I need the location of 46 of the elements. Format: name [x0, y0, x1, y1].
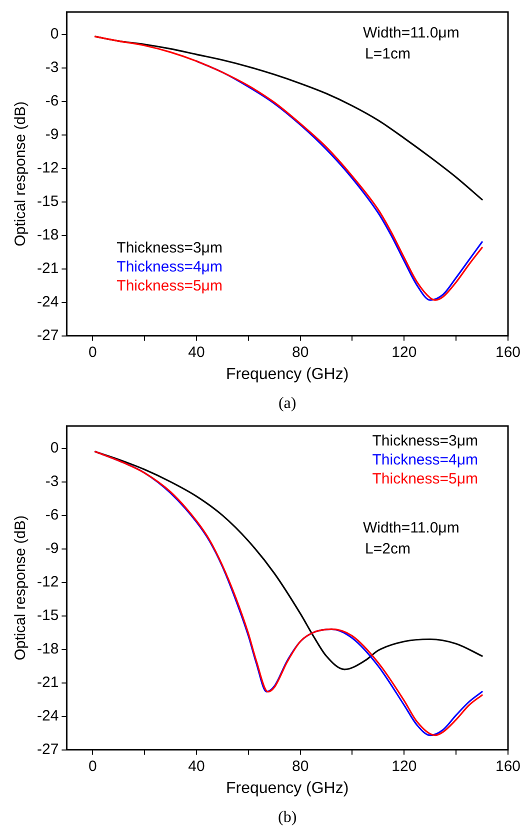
text: Thickness=3μm — [116, 239, 222, 256]
y-tick-label: -12 — [36, 573, 59, 590]
text: (a) — [278, 395, 296, 412]
y-tick-label: -15 — [36, 606, 59, 624]
y-tick-label: -3 — [45, 58, 59, 76]
y-tick-label: -24 — [36, 707, 59, 724]
y-tick-label: -27 — [36, 740, 59, 758]
x-tick-label: 0 — [88, 344, 97, 361]
text: (b) — [278, 809, 297, 826]
x-tick-label: 120 — [392, 344, 417, 361]
x-tick-label: 80 — [292, 344, 309, 361]
annotation: Width=11.0μm — [363, 520, 460, 537]
y-tick-label: -18 — [36, 640, 59, 658]
y-tick-label: -3 — [45, 472, 59, 490]
x-tick-label: 0 — [88, 758, 97, 775]
x-axis-title: Frequency (GHz) — [226, 366, 349, 383]
x-tick-label: 120 — [392, 758, 417, 775]
y-axis-title: Optical response (dB) — [12, 101, 30, 246]
y-tick-label: -6 — [45, 506, 59, 524]
text: Thickness=3μm — [372, 432, 478, 450]
y-tick-label: -24 — [36, 293, 59, 310]
y-tick-label: -27 — [36, 326, 59, 344]
y-axis-title: Optical response (dB) — [12, 515, 30, 660]
x-axis-title: Frequency (GHz) — [226, 780, 349, 797]
text: Thickness=5μm — [116, 277, 222, 294]
annotation: L=2cm — [365, 540, 410, 558]
y-tick-label: -6 — [45, 92, 59, 110]
x-tick-label: 40 — [188, 344, 205, 361]
annotation: Width=11.0μm — [363, 24, 460, 42]
y-tick-label: -15 — [36, 192, 59, 210]
y-tick-label: -9 — [45, 540, 59, 557]
annotation: L=1cm — [365, 46, 410, 63]
y-tick-label: -9 — [45, 126, 59, 143]
text: Thickness=4μm — [372, 452, 478, 469]
text: Thickness=5μm — [372, 470, 478, 488]
y-tick-label: -18 — [36, 226, 59, 244]
y-tick-label: -12 — [36, 159, 59, 176]
y-tick-label: -21 — [36, 674, 59, 691]
y-tick-label: 0 — [50, 25, 59, 42]
y-tick-label: 0 — [50, 439, 59, 456]
x-tick-label: 160 — [495, 344, 521, 361]
x-tick-label: 80 — [292, 758, 309, 775]
y-tick-label: -21 — [36, 260, 59, 277]
x-tick-label: 40 — [188, 758, 205, 775]
x-tick-label: 160 — [495, 758, 521, 775]
text: Thickness=4μm — [116, 258, 222, 276]
